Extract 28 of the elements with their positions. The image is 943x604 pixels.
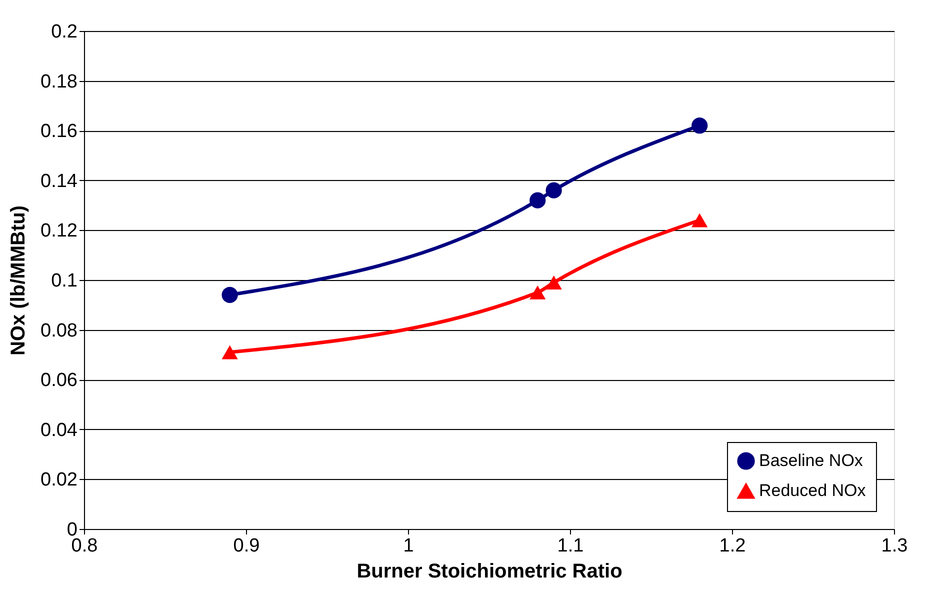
y-tick-label: 0.04 (40, 420, 78, 441)
x-tick-label: 0.8 (71, 536, 98, 556)
y-axis-title: NOx (lb/MMBtu) (8, 206, 30, 356)
point (692, 118, 708, 134)
point (546, 182, 562, 198)
point (692, 213, 708, 228)
y-tick-label: 0.18 (40, 71, 78, 92)
point (530, 192, 546, 208)
y-tick-label: 0.14 (40, 170, 78, 192)
point (530, 285, 546, 300)
point (546, 276, 562, 290)
point (222, 286, 238, 303)
legend-label: Reduced NOx (759, 481, 866, 500)
point (222, 345, 238, 360)
y-tick-label: 0.16 (40, 121, 78, 142)
legend-label: Baseline NOx (759, 451, 864, 470)
x-tick-label: 1.3 (881, 536, 908, 556)
x-tick-label: 0.9 (233, 536, 260, 556)
x-tick-label: 1.2 (719, 536, 746, 556)
y-tick-label: 0.06 (40, 370, 78, 392)
y-tick-label: 0.02 (40, 470, 78, 491)
y-tick-label: 0.2 (51, 22, 78, 42)
x-axis-title: Burner Stoichiometric Ratio (356, 560, 622, 582)
y-tick-label: 0.08 (40, 320, 78, 342)
x-tick-label: 1.1 (557, 536, 584, 556)
y-tick-label: 0.12 (40, 220, 78, 242)
y-tick-label: 0.1 (51, 270, 78, 292)
x-tick-label: 1 (403, 536, 414, 556)
